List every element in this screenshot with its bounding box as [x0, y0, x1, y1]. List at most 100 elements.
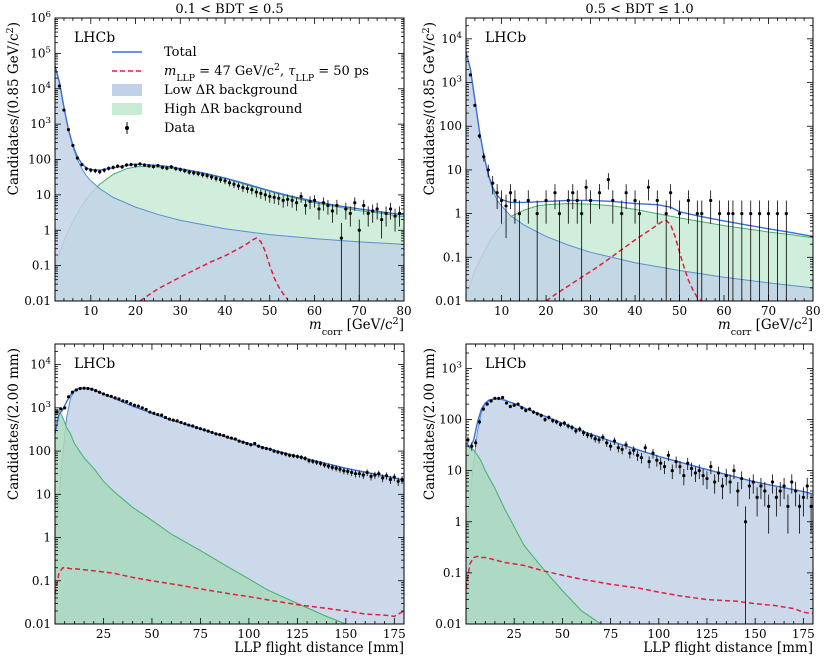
data-point — [263, 193, 267, 197]
data-point — [227, 181, 232, 185]
data-point — [574, 429, 578, 433]
x-tick-label: 80 — [805, 304, 820, 318]
data-point — [295, 201, 299, 205]
data-point — [578, 427, 582, 431]
data-point — [142, 163, 147, 167]
data-point — [371, 209, 375, 213]
y-tick-label: 0.1 — [32, 574, 51, 588]
data-point — [606, 178, 610, 182]
data-point — [317, 207, 321, 211]
data-point — [547, 415, 551, 419]
data-point — [740, 212, 744, 216]
data-point — [62, 108, 66, 112]
data-point — [121, 399, 125, 403]
data-point — [575, 198, 579, 203]
data-point — [218, 178, 223, 182]
data-point — [517, 212, 521, 216]
data-point — [731, 212, 735, 216]
lhcb-label: LHCb — [74, 30, 115, 46]
data-point — [489, 399, 493, 403]
x-tick-label: 30 — [173, 304, 188, 318]
data-point — [512, 403, 516, 407]
data-point — [129, 162, 133, 167]
data-point — [770, 480, 775, 484]
legend-data-label: Data — [164, 121, 195, 136]
data-point — [566, 198, 570, 203]
data-point — [206, 429, 210, 433]
data-point — [194, 425, 199, 430]
data-point — [543, 417, 547, 422]
data-point — [111, 165, 115, 169]
data-point — [709, 464, 713, 469]
data-point — [639, 455, 644, 460]
signal-curve — [466, 555, 813, 615]
data-point — [179, 420, 183, 425]
data-point — [344, 207, 348, 211]
panel-title: 0.5 < BDT ≤ 1.0 — [585, 2, 693, 17]
data-point — [132, 403, 137, 407]
data-point — [526, 198, 530, 203]
y-tick-label: 0.01 — [24, 294, 51, 308]
plot-area — [466, 51, 813, 301]
data-point — [477, 420, 482, 424]
data-point — [350, 470, 354, 475]
x-axis-label: mcorr [GeV/c2] — [309, 316, 404, 338]
data-point — [330, 465, 334, 469]
data-point — [589, 434, 593, 438]
data-point — [253, 441, 257, 446]
y-tick-label: 106 — [30, 10, 51, 25]
data-point — [393, 214, 397, 218]
data-point — [348, 211, 352, 215]
y-tick-label: 103 — [30, 400, 51, 415]
data-point — [701, 473, 705, 478]
data-point — [245, 187, 249, 191]
data-point — [326, 464, 330, 468]
data-point — [474, 441, 478, 445]
data-point — [315, 460, 319, 464]
data-point — [338, 467, 342, 471]
y-tick-label: 0.01 — [435, 617, 462, 631]
data-point — [605, 441, 609, 445]
data-point — [78, 386, 82, 391]
data-point — [388, 477, 393, 482]
data-point — [584, 185, 588, 189]
data-point — [612, 439, 617, 443]
data-point — [241, 440, 245, 444]
y-tick-label: 100 — [439, 413, 462, 427]
data-point — [361, 473, 365, 477]
data-point — [571, 191, 575, 195]
data-point — [322, 463, 327, 467]
data-point — [326, 203, 330, 208]
data-point — [581, 431, 586, 435]
data-point — [366, 211, 370, 215]
y-tick-label: 105 — [30, 45, 51, 60]
y-tick-label: 0.1 — [443, 250, 462, 264]
y-tick-label: 1 — [454, 207, 462, 221]
x-tick-label: 70 — [761, 304, 776, 318]
data-point — [674, 460, 678, 464]
data-point — [353, 472, 358, 476]
data-point — [566, 424, 570, 428]
data-point — [628, 451, 632, 455]
x-tick-label: 20 — [128, 304, 143, 318]
data-point — [557, 212, 562, 216]
data-point — [196, 171, 200, 176]
x-tick-label: 150 — [744, 627, 767, 641]
legend-low-dr-label: Low ΔR background — [164, 83, 298, 98]
high-dr-background-fill — [466, 442, 601, 624]
data-point — [136, 404, 140, 408]
data-point — [276, 450, 280, 454]
data-point — [384, 474, 389, 478]
data-point — [272, 195, 276, 199]
data-point — [151, 164, 156, 169]
data-point — [597, 438, 601, 442]
x-tick-label: 100 — [237, 627, 260, 641]
x-tick-label: 40 — [627, 304, 642, 318]
data-point — [784, 212, 788, 216]
y-tick-label: 100 — [28, 153, 51, 167]
x-tick-label: 75 — [603, 627, 618, 641]
data-point — [303, 203, 308, 208]
data-point — [620, 447, 624, 452]
data-point — [797, 504, 802, 508]
data-point — [160, 413, 164, 417]
